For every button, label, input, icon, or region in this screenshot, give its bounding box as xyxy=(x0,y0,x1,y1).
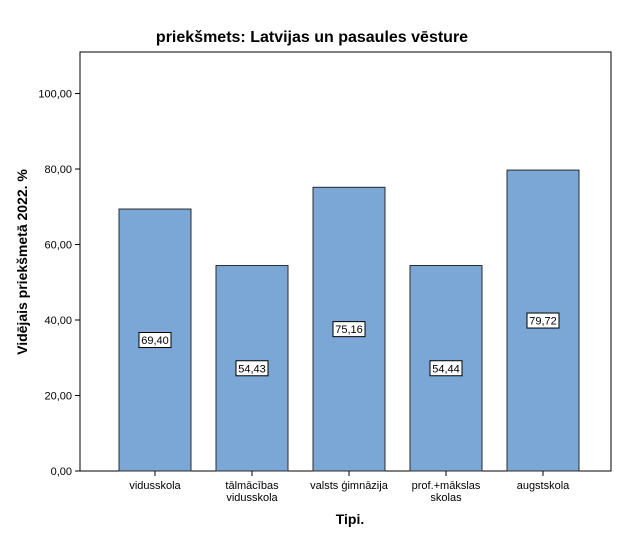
bars: 69,40 54,43 75,16 54,44 79,72 xyxy=(118,169,580,472)
y-axis: 0,00 20,00 40,00 60,00 80,00 100,00 xyxy=(38,89,80,478)
data-label: 54,44 xyxy=(432,363,460,375)
y-tick-label: 20,00 xyxy=(44,391,72,403)
y-tick-label: 100,00 xyxy=(38,89,72,101)
y-axis-title: Vidējais priekšmetā 2022. % xyxy=(14,169,30,355)
data-label-box xyxy=(235,360,269,377)
data-label-box xyxy=(429,360,463,377)
data-label-box xyxy=(138,332,172,349)
y-tick-label: 0,00 xyxy=(51,466,72,478)
y-tick-label: 60,00 xyxy=(44,240,72,252)
chart-title: priekšmets: Latvijas un pasaules vēsture xyxy=(156,29,468,46)
data-label: 54,43 xyxy=(238,363,266,375)
x-tick-label: skolas xyxy=(430,492,462,504)
data-label: 69,40 xyxy=(141,335,169,347)
data-label: 79,72 xyxy=(529,316,557,328)
x-axis-title: Tipi. xyxy=(336,511,365,527)
y-tick-label: 40,00 xyxy=(44,315,72,327)
x-tick-label: tālmācības xyxy=(225,480,279,492)
data-label: 75,16 xyxy=(335,324,363,336)
data-label-box xyxy=(332,321,366,338)
x-tick-label: vidusskola xyxy=(129,480,181,492)
x-tick-label: valsts ģimnāzija xyxy=(310,479,389,492)
y-tick-label: 80,00 xyxy=(44,164,72,176)
x-tick-label: prof.+mākslas xyxy=(412,480,481,492)
x-tick-label: vidusskola xyxy=(226,492,278,504)
data-label-box xyxy=(526,312,560,329)
x-tick-label: augstskola xyxy=(517,480,570,492)
